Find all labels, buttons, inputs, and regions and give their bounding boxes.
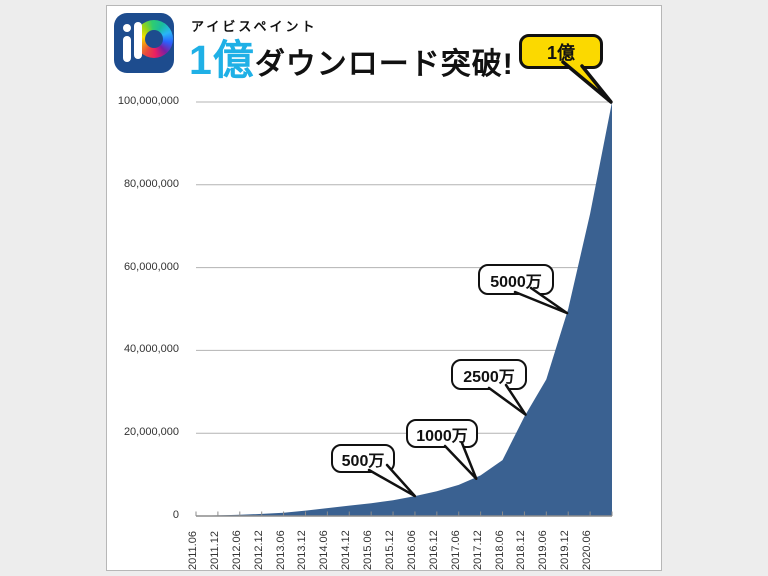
y-tick-label: 60,000,000: [123, 260, 179, 273]
x-tick-label: 2012.06: [230, 530, 243, 570]
x-tick-label: 2020.06: [581, 530, 594, 570]
callout-tails: [367, 60, 613, 498]
x-tick-label: 2015.06: [362, 530, 375, 570]
x-tick-label: 2019.06: [537, 530, 550, 570]
x-tick-label: 2018.12: [515, 530, 528, 570]
x-tick-label: 2017.12: [471, 530, 484, 570]
title-rest: ダウンロード突破!: [254, 48, 514, 81]
x-tick-label: 2013.12: [296, 530, 309, 570]
x-tick-label: 2016.12: [427, 530, 440, 570]
callout-5-million: 500万: [331, 444, 395, 473]
letter-i-stem: [123, 36, 131, 62]
title-highlight: 1億: [189, 37, 255, 83]
x-tick-label: 2017.06: [449, 530, 462, 570]
callout-10-million: 1000万: [406, 419, 478, 448]
letter-i-dot: [123, 24, 131, 32]
x-tick-label: 2015.12: [384, 530, 397, 570]
x-tick-label: 2019.12: [559, 530, 572, 570]
x-tick-label: 2014.06: [318, 530, 331, 570]
area-chart: [195, 101, 613, 517]
callout-100-million: 1億: [519, 34, 603, 69]
infographic-card: アイビスペイント 1億ダウンロード突破! 100,000,000 80,000,0…: [106, 5, 662, 571]
callout-50-million: 5000万: [478, 264, 554, 295]
y-tick-label: 0: [172, 509, 179, 521]
app-name: アイビスペイント: [191, 19, 318, 34]
x-tick-label: 2011.06: [187, 531, 199, 570]
color-wheel-hole: [145, 30, 163, 48]
x-tick-label: 2014.12: [340, 530, 353, 570]
page-title: 1億ダウンロード突破!: [189, 26, 514, 86]
callout-25-million: 2500万: [451, 359, 527, 390]
x-tick-label: 2018.06: [493, 530, 506, 570]
x-tick-label: 2016.06: [405, 530, 418, 570]
plot-area: 500万 1000万 2500万 5000万 1億: [195, 34, 613, 517]
y-tick-label: 100,000,000: [117, 95, 179, 107]
letter-p-stem: [134, 22, 142, 59]
y-tick-label: 40,000,000: [123, 343, 179, 356]
y-tick-label: 20,000,000: [123, 426, 179, 439]
y-tick-label: 80,000,000: [123, 177, 179, 190]
ibispaint-app-icon: [114, 13, 174, 73]
x-tick-label: 2012.12: [252, 530, 265, 570]
x-tick-label: 2011.12: [208, 531, 221, 570]
x-tick-label: 2013.06: [274, 530, 287, 570]
